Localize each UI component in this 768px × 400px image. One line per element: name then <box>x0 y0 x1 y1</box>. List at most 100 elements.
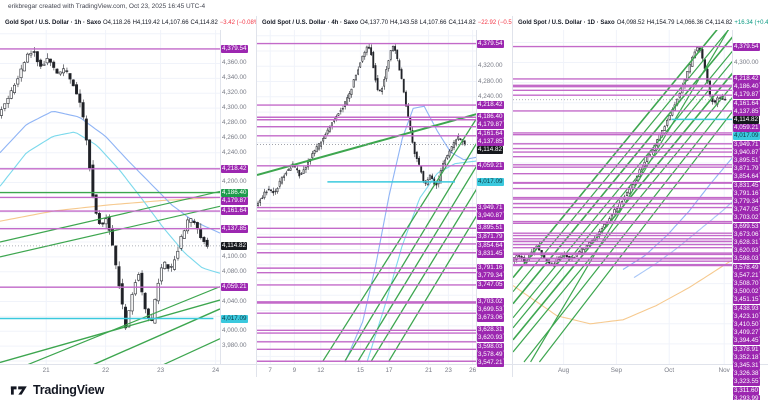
price-label: 4,161.64 <box>221 207 248 216</box>
grid-price-label: 4,100.00 <box>222 252 247 260</box>
price-label: 3,508.70 <box>733 279 760 288</box>
price-label: 3,578.49 <box>733 263 760 272</box>
symbol-title: Gold Spot / U.S. Dollar · 1D · Saxo <box>518 20 615 26</box>
time-tick-label: 12 <box>317 367 325 374</box>
time-tick-label: Nov <box>718 367 730 374</box>
chart-canvas[interactable] <box>513 30 732 364</box>
ohlc-c: C4,114.82 <box>190 20 218 26</box>
price-label: 4,379.54 <box>733 42 760 51</box>
price-label: 3,871.79 <box>733 165 760 174</box>
change-value: −22.92 (−0.55%) <box>477 20 523 26</box>
symbol-title: Gold Spot / U.S. Dollar · 4h · Saxo <box>262 20 359 26</box>
price-label: 3,438.93 <box>733 304 760 313</box>
ohlc-h: H4,119.42 <box>132 20 160 26</box>
price-label: 3,831.45 <box>733 181 760 190</box>
price-label: 4,137.85 <box>477 137 504 146</box>
grid-price-label: 4,340.00 <box>222 74 247 82</box>
grid-price-label: 4,200.00 <box>222 178 247 186</box>
ohlc-values: O4,098.52 H4,154.79 L4,066.36 C4,114.82 <box>617 20 733 26</box>
ohlc-h: H4,154.79 <box>646 20 675 26</box>
chart-canvas[interactable] <box>257 30 476 364</box>
ohlc-h: H4,143.58 <box>390 20 418 26</box>
price-label: 3,699.53 <box>733 222 760 231</box>
time-tick-label: Sep <box>610 367 622 374</box>
price-label: 3,500.02 <box>733 288 760 297</box>
price-label: 4,017.09 <box>221 314 248 323</box>
time-tick-label: 24 <box>212 367 220 374</box>
page-footer: TradingView <box>0 377 768 400</box>
symbol-title: Gold Spot / U.S. Dollar · 1h · Saxo <box>5 20 102 26</box>
chart-header-1d: Gold Spot / U.S. Dollar · 1D · Saxo O4,0… <box>513 16 768 30</box>
price-label: 3,547.21 <box>733 271 760 280</box>
grid-price-label: 4,080.00 <box>222 267 247 275</box>
ohlc-c: C4,114.82 <box>448 20 476 26</box>
chart-panel-1d: Gold Spot / U.S. Dollar · 1D · Saxo O4,0… <box>512 16 768 400</box>
grid-price-label: 4,000.00 <box>222 327 247 335</box>
grid-price-label: 4,260.00 <box>222 133 247 141</box>
grid-price-label: 4,040.00 <box>222 297 247 305</box>
price-label: 3,620.93 <box>733 247 760 256</box>
time-tick-label: 9 <box>292 367 297 374</box>
chart-canvas[interactable] <box>0 30 220 364</box>
price-label: 3,628.31 <box>733 238 760 247</box>
price-label: 3,578.49 <box>477 350 504 359</box>
ohlc-l: L4,107.66 <box>161 20 189 26</box>
price-label: 3,699.53 <box>477 305 504 314</box>
time-tick-label: 15 <box>356 367 364 374</box>
price-label: 4,059.21 <box>733 124 760 133</box>
time-axis[interactable]: 7 9 12 15 17 21 23 26 <box>257 364 512 377</box>
price-label: 3,293.99 <box>733 394 760 400</box>
price-axis[interactable]: 4,379.54 4,218.42 4,186.40 4,179.87 4,161.64… <box>476 30 512 368</box>
price-label: 3,620.93 <box>477 334 504 343</box>
price-label: 4,186.40 <box>221 188 248 197</box>
price-axis[interactable]: 4,379.54 4,218.42 4,186.40 4,179.87 4,161.64… <box>220 30 256 364</box>
price-label: 4,186.40 <box>477 113 504 122</box>
ohlc-values: O4,118.26 H4,119.42 L4,107.66 C4,114.82 <box>103 20 218 26</box>
price-label: 3,628.31 <box>477 326 504 335</box>
price-label: 3,598.03 <box>477 342 504 351</box>
time-tick-label: 21 <box>425 367 433 374</box>
price-label: 3,779.34 <box>733 197 760 206</box>
price-label: 4,186.40 <box>733 83 760 92</box>
price-label: 3,779.34 <box>477 272 504 281</box>
price-label: 3,854.64 <box>477 241 504 250</box>
chart-panel-1h: Gold Spot / U.S. Dollar · 1h · Saxo O4,1… <box>0 16 284 377</box>
time-tick-label: Aug <box>557 367 570 374</box>
time-tick-label: 21 <box>42 367 50 374</box>
price-label: 3,352.18 <box>733 353 760 362</box>
price-label: 4,017.09 <box>733 132 760 141</box>
price-label: 3,547.21 <box>477 359 504 368</box>
time-axis[interactable]: Aug Sep Oct Nov <box>513 364 768 377</box>
tradingview-logo-icon[interactable] <box>10 384 28 397</box>
grid-price-label: 4,280.00 <box>478 77 503 85</box>
price-label: 3,747.05 <box>733 206 760 215</box>
chart-header-4h: Gold Spot / U.S. Dollar · 4h · Saxo O4,1… <box>257 16 546 30</box>
price-axis[interactable]: 4,379.54 4,218.42 4,186.40 4,179.87 4,161.64… <box>732 30 768 400</box>
price-label: 4,179.87 <box>733 91 760 100</box>
price-label: 4,137.85 <box>733 107 760 116</box>
price-label: 4,017.09 <box>477 177 504 186</box>
ohlc-values: O4,137.70 H4,143.58 L4,107.66 C4,114.82 <box>360 20 476 26</box>
price-label: 4,379.54 <box>221 44 248 53</box>
price-label: 4,137.85 <box>221 224 248 233</box>
price-label: 3,854.64 <box>733 173 760 182</box>
price-label: 3,345.31 <box>733 361 760 370</box>
price-label: 3,323.55 <box>733 378 760 387</box>
price-label: 3,410.50 <box>733 320 760 329</box>
time-axis[interactable]: 21 22 23 24 <box>0 364 256 377</box>
price-label: 4,179.87 <box>221 196 248 205</box>
grid-price-label: 4,300.00 <box>222 104 247 112</box>
price-label: 3,791.16 <box>477 264 504 273</box>
chart-svg <box>257 30 476 364</box>
ohlc-o: O4,098.52 <box>616 20 645 26</box>
price-label: 3,940.87 <box>477 211 504 220</box>
price-label: 3,831.45 <box>477 249 504 258</box>
price-label: 3,378.91 <box>733 345 760 354</box>
price-label: 3,949.71 <box>733 140 760 149</box>
time-tick-label: 23 <box>444 367 452 374</box>
time-tick-label: 26 <box>469 367 477 374</box>
price-label: 3,394.45 <box>733 337 760 346</box>
tradingview-logo-text[interactable]: TradingView <box>33 383 105 397</box>
grid-price-label: 3,980.00 <box>222 342 247 350</box>
ohlc-o: O4,137.70 <box>360 20 389 26</box>
